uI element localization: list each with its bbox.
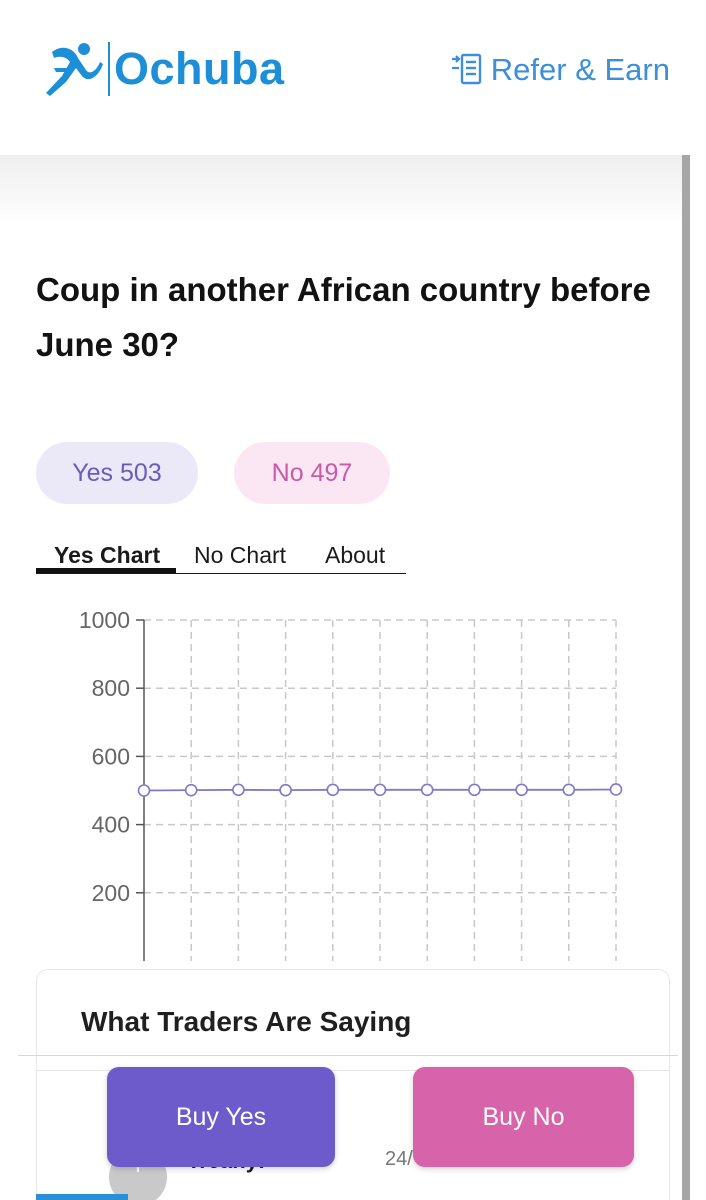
logo-divider: [108, 42, 110, 96]
refer-and-earn-link[interactable]: Refer & Earn: [449, 52, 670, 88]
yes-series-point: [420, 783, 434, 797]
y-tick-label: 1000: [79, 610, 130, 633]
yes-series-point: [137, 784, 151, 797]
y-tick-label: 400: [92, 812, 130, 838]
chart-tabs: Yes Chart No Chart About: [36, 540, 406, 574]
refer-and-earn-label: Refer & Earn: [490, 52, 670, 87]
bottom-tab-indicator: [36, 1194, 128, 1200]
no-price-pill[interactable]: No 497: [234, 442, 390, 504]
tab-yes-chart[interactable]: Yes Chart: [54, 542, 161, 568]
yes-series-point: [609, 783, 623, 796]
y-tick-label: 200: [92, 880, 130, 906]
ochuba-logo[interactable]: Ochuba: [40, 38, 285, 100]
yes-price-chart: 1000 800 600 400 200: [79, 610, 623, 961]
buy-no-button[interactable]: Buy No: [413, 1067, 634, 1167]
brand-name: Ochuba: [114, 43, 285, 94]
y-tick-label: 800: [92, 675, 130, 701]
traders-card-title: What Traders Are Saying: [81, 1006, 412, 1037]
trader-comment-date: 24/: [385, 1148, 413, 1170]
app-header: Ochuba Refer & Earn: [0, 0, 706, 155]
market-question: Coup in another African country before J…: [36, 271, 651, 363]
yes-series-point: [326, 783, 340, 797]
yes-series-point: [373, 783, 387, 797]
yes-series-point: [279, 783, 292, 797]
yes-series-point: [562, 783, 576, 797]
refer-document-icon: [451, 53, 481, 85]
tab-about[interactable]: About: [325, 542, 386, 568]
yes-series-point: [515, 783, 528, 797]
header-shadow: [0, 155, 682, 225]
yes-pill-label: Yes: [72, 458, 114, 487]
yes-series-point: [232, 783, 245, 797]
yes-series-point: [184, 783, 198, 797]
buy-yes-button[interactable]: Buy Yes: [107, 1067, 335, 1167]
yes-series-point: [468, 783, 481, 797]
card-divider: [37, 1070, 669, 1071]
no-pill-label: No: [271, 458, 304, 487]
tab-no-chart[interactable]: No Chart: [194, 542, 287, 568]
yes-pill-value: 503: [120, 458, 162, 487]
y-tick-label: 600: [92, 743, 130, 769]
scrollbar[interactable]: [682, 155, 690, 1200]
active-tab-indicator: [36, 568, 176, 573]
runner-logo-icon: [46, 43, 103, 96]
no-pill-value: 497: [310, 458, 353, 487]
yes-price-pill[interactable]: Yes 503: [36, 442, 198, 504]
bottom-bar-divider: [18, 1055, 678, 1056]
